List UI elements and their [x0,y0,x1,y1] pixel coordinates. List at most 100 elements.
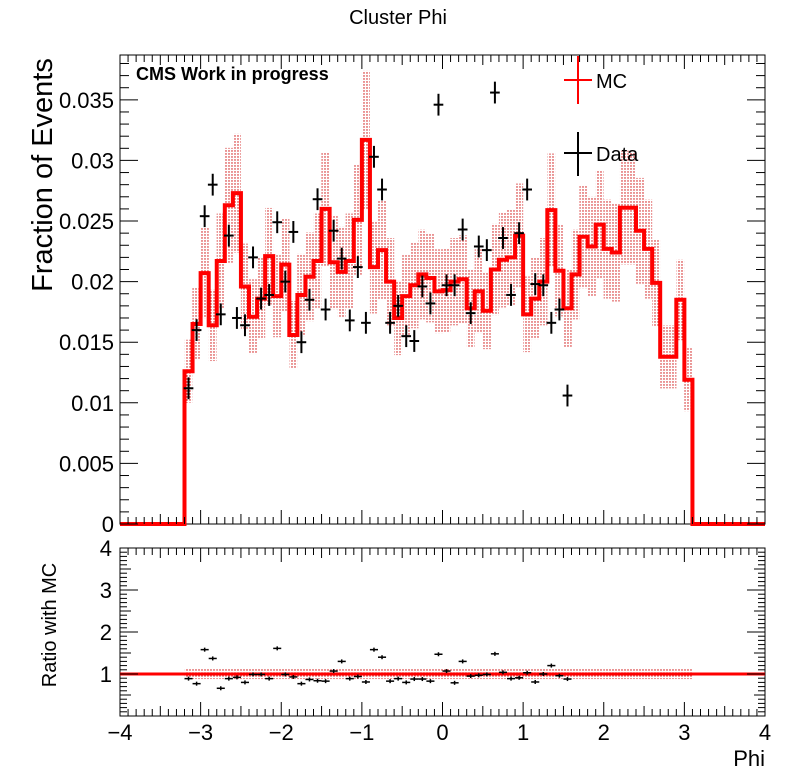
data-point [490,81,500,104]
data-point [425,292,436,315]
data-point [530,273,541,295]
x-tick-label: 1 [517,720,529,745]
ratio-y-axis-label: Ratio with MC [39,563,61,687]
ratio-point [490,651,499,656]
data-point [280,270,291,293]
data-point [215,303,226,326]
data-point [465,302,476,325]
ratio-point [507,676,516,681]
data-point [336,247,347,270]
data-point [240,314,250,337]
ratio-y-tick-label: 1 [100,662,112,687]
ratio-point [224,676,233,681]
data-point [409,330,420,352]
ratio-point [547,663,556,668]
ratio-point [240,680,249,685]
ratio-point [265,676,274,681]
ratio-point [257,672,266,677]
ratio-point [442,669,451,674]
data-point [353,256,363,278]
x-tick-label: −1 [349,720,374,745]
ratio-y-tick-label: 2 [100,620,112,645]
ratio-point [369,647,378,652]
ratio-point [418,677,427,682]
legend-data-label: Data [596,144,639,166]
ratio-point [378,655,387,660]
ratio-point [249,672,258,677]
ratio-point [232,675,241,680]
data-point [457,218,468,241]
data-point [361,311,371,334]
data-point [328,219,339,242]
ratio-point [289,674,298,679]
ratio-y-tick-label: 4 [100,536,112,561]
y-tick-label: 0.03 [71,148,114,173]
ratio-point [466,674,475,679]
y-tick-label: 0 [102,512,114,537]
data-point [199,205,210,228]
data-point [272,211,283,234]
data-point [449,274,460,297]
legend: MC Data [564,56,639,176]
cms-label: CMS Work in progress [136,64,329,84]
data-point [248,246,258,269]
ratio-point [539,672,548,676]
data-point [514,222,524,245]
x-tick-label: −2 [269,720,294,745]
legend-mc-label: MC [596,71,627,93]
x-tick-label: −3 [188,720,213,745]
ratio-point [555,673,564,678]
mc-histogram-line [120,137,765,526]
ratio-y-tick-label: 3 [100,578,112,603]
data-point [538,274,549,297]
y-axis-label: Fraction of Events [27,58,59,292]
x-tick-label: 3 [678,720,690,745]
ratio-point [450,680,459,685]
ratio-point [345,676,354,681]
ratio-point [394,676,403,681]
x-tick-label: 4 [759,720,771,745]
ratio-point [184,676,193,681]
x-tick-label: 0 [436,720,448,745]
data-point [522,178,532,201]
ratio-point [426,679,435,684]
ratio-point [402,680,411,685]
data-point [401,325,412,348]
data-point [433,93,444,116]
chart-title: Cluster Phi [349,7,447,29]
ratio-point [515,675,524,680]
legend-mc-marker [564,56,592,104]
data-point [473,235,484,258]
data-point [369,145,379,168]
data-point [296,331,307,354]
data-point [224,224,234,247]
data-point [264,284,274,306]
ratio-point [216,686,225,691]
upper-axis: 0 0.005 0.01 0.015 0.02 0.025 0.03 0.035 [59,55,766,537]
y-tick-label: 0.005 [59,451,114,476]
data-point [554,298,565,321]
y-tick-label: 0.035 [59,88,114,113]
ratio-point [281,672,290,677]
y-tick-label: 0.015 [59,330,114,355]
lower-axis: 1 2 3 4 −4 −3 −2 −1 0 1 2 3 4 [100,536,771,745]
data-point [506,284,516,306]
ratio-point [192,681,201,686]
data-point [344,309,355,332]
data-point [183,377,194,400]
y-tick-label: 0.01 [71,391,114,416]
ratio-point [498,670,507,675]
y-tick-label: 0.025 [59,209,114,234]
y-tick-label: 0.02 [71,270,114,295]
ratio-point [337,659,346,664]
data-point [417,275,428,298]
ratio-point [458,659,467,664]
x-tick-label: 2 [598,720,610,745]
ratio-point [410,677,419,682]
ratio-point [353,674,362,679]
x-axis-label: Phi [733,746,765,771]
ratio-point [200,647,209,652]
data-point [546,311,557,334]
